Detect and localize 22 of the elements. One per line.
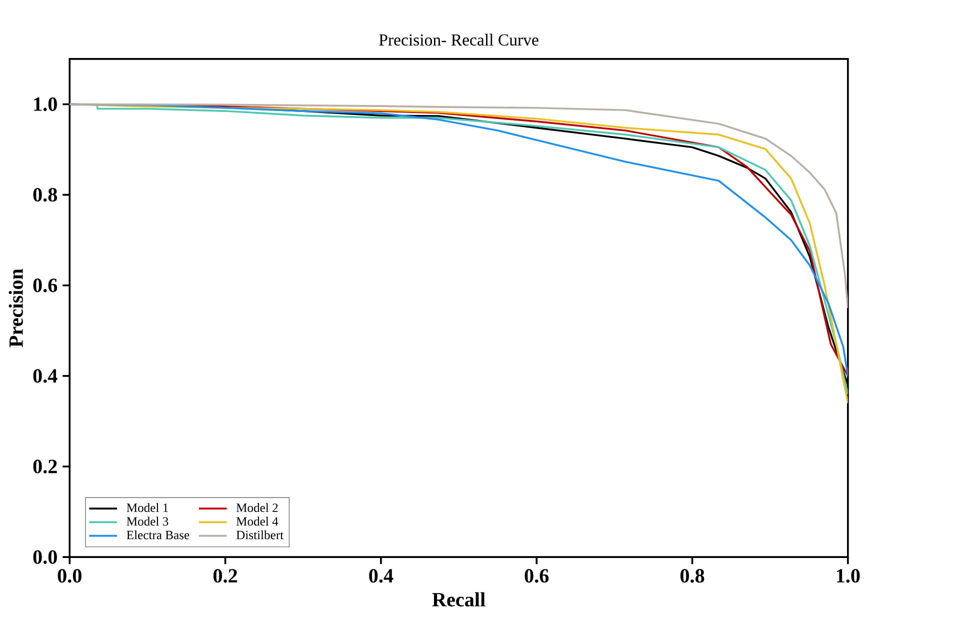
- legend-label: Model 4: [236, 516, 278, 526]
- x-tick-label: 0.2: [213, 569, 238, 583]
- y-tick-label: 0.6: [33, 278, 58, 292]
- line-series: [70, 103, 848, 310]
- x-axis-title: Recall: [432, 592, 486, 607]
- x-tick-label: 0.0: [58, 569, 82, 583]
- y-axis-title: Precision: [8, 268, 23, 348]
- chart-title: Precision- Recall Curve: [379, 34, 538, 46]
- legend-label: Model 1: [126, 503, 168, 512]
- x-tick-label: 0.4: [369, 569, 394, 583]
- legend-label: Model 2: [236, 503, 278, 512]
- legend-label: Model 3: [126, 516, 168, 526]
- y-tick-label: 1.0: [34, 98, 57, 112]
- x-tick-label: 1.0: [836, 569, 860, 583]
- y-tick-label: 0.4: [33, 369, 58, 383]
- y-tick-label: 0.8: [33, 188, 58, 202]
- legend-label: Distilbert: [236, 530, 284, 540]
- legend-label: Electra Base: [126, 530, 190, 540]
- x-tick-label: 0.8: [680, 569, 704, 583]
- x-tick-label: 0.6: [524, 569, 549, 583]
- y-tick-label: 0.2: [33, 460, 57, 474]
- y-tick-label: 0.0: [33, 550, 57, 564]
